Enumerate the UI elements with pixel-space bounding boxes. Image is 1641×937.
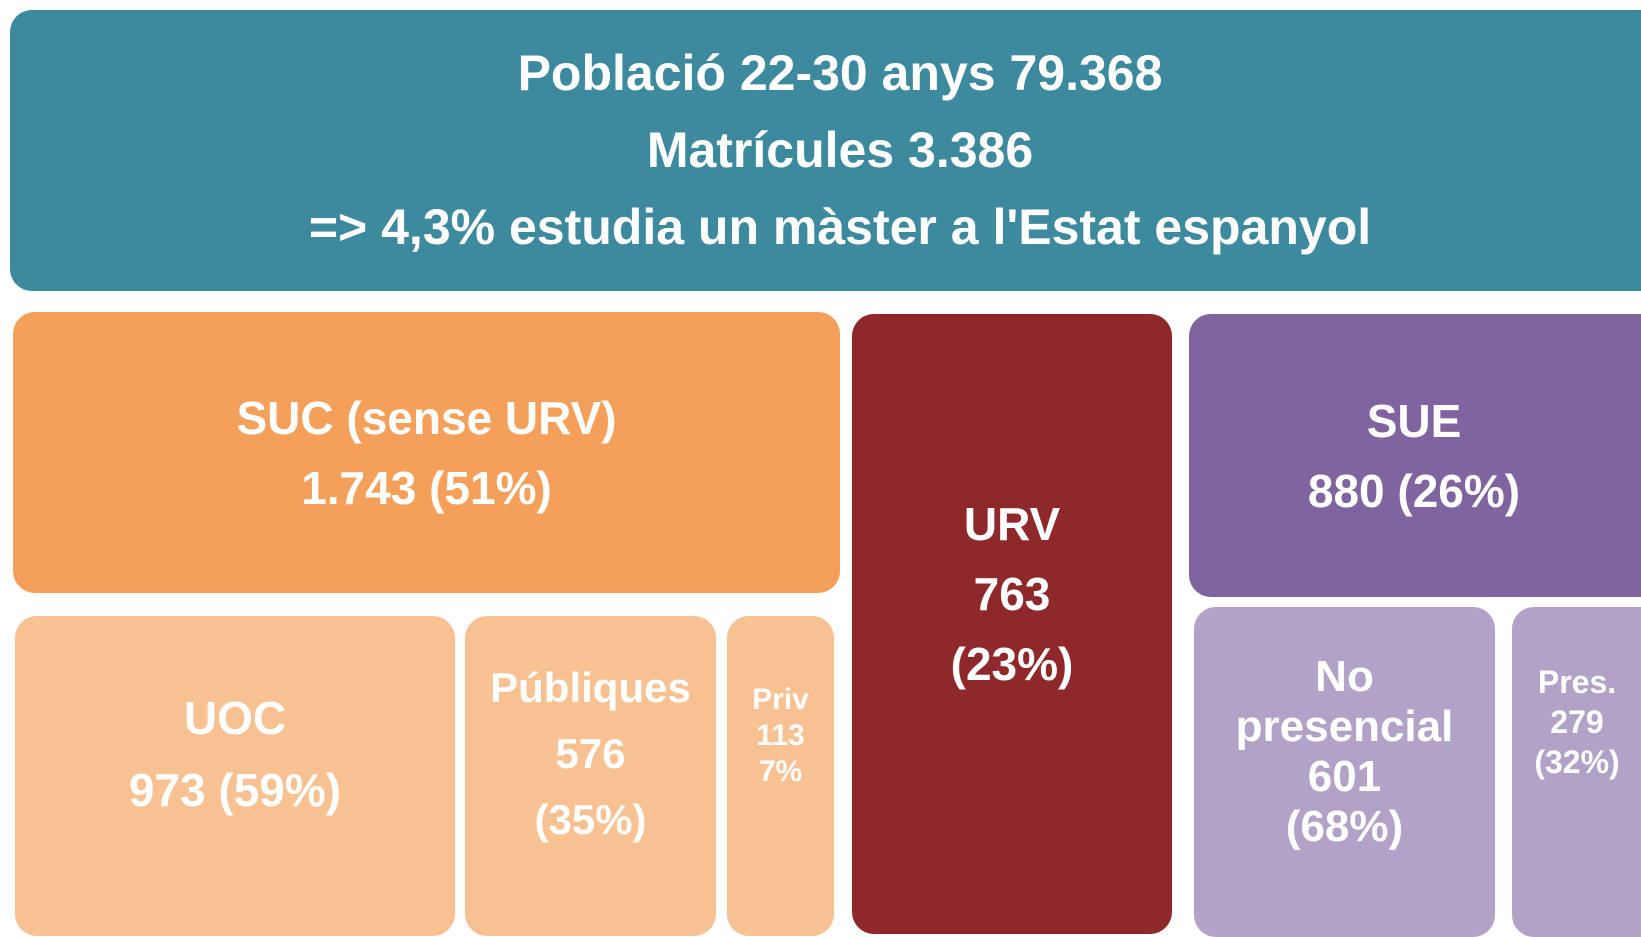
box-text: Priv <box>752 683 809 716</box>
sue-box: SUE 880 (26%) <box>1189 314 1641 597</box>
box-text: 973 (59%) <box>128 764 342 816</box>
box-text: => 4,3% estudia un màster a l'Estat espa… <box>308 199 1372 255</box>
publiques-box: Públiques 576 (35%) <box>465 616 716 936</box>
box-text: SUC (sense URV) <box>236 391 617 444</box>
header-box: Població 22-30 anys 79.368 Matrícules 3.3… <box>10 10 1641 291</box>
box-text: 763 <box>973 568 1051 620</box>
box-text: (23%) <box>950 638 1074 690</box>
box-text: 279 <box>1550 704 1604 740</box>
box-text: 601 <box>1307 752 1382 801</box>
box-text: 1.743 (51%) <box>301 461 552 514</box>
box-text: presencial <box>1235 702 1454 751</box>
page: Població 22-30 anys 79.368 Matrícules 3.3… <box>10 10 1641 937</box>
box-text: SUE <box>1366 394 1462 447</box>
box-text: Matrícules 3.386 <box>646 122 1034 178</box>
urv-box: URV 763 (23%) <box>852 314 1172 934</box>
box-text: 7% <box>758 755 803 788</box>
box-text: Públiques <box>490 664 691 711</box>
box-text: Població 22-30 anys 79.368 <box>517 45 1163 101</box>
box-text: No <box>1315 652 1374 701</box>
box-text: Pres. <box>1537 664 1617 700</box>
uoc-box: UOC 973 (59%) <box>15 616 455 936</box>
box-text: (32%) <box>1534 744 1620 780</box>
suc-box: SUC (sense URV) 1.743 (51%) <box>13 312 840 593</box>
box-text: 576 <box>555 730 626 777</box>
priv-box: Priv 113 7% <box>727 616 834 936</box>
pres-box: Pres. 279 (32%) <box>1512 607 1641 937</box>
no-presencial-box: No presencial 601 (68%) <box>1194 607 1495 937</box>
box-text: 880 (26%) <box>1307 464 1521 517</box>
box-text: (68%) <box>1285 802 1404 851</box>
box-text: URV <box>963 498 1061 550</box>
box-text: UOC <box>183 692 287 744</box>
box-text: (35%) <box>534 796 647 843</box>
box-text: 113 <box>756 719 805 752</box>
